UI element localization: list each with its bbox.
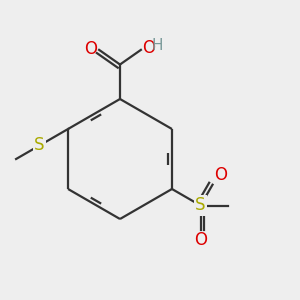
Text: O: O (84, 40, 97, 58)
Text: O: O (214, 166, 227, 184)
Text: O: O (194, 231, 207, 249)
Text: H: H (152, 38, 163, 53)
Text: S: S (195, 196, 206, 214)
Text: S: S (34, 136, 45, 154)
Text: O: O (142, 39, 155, 57)
